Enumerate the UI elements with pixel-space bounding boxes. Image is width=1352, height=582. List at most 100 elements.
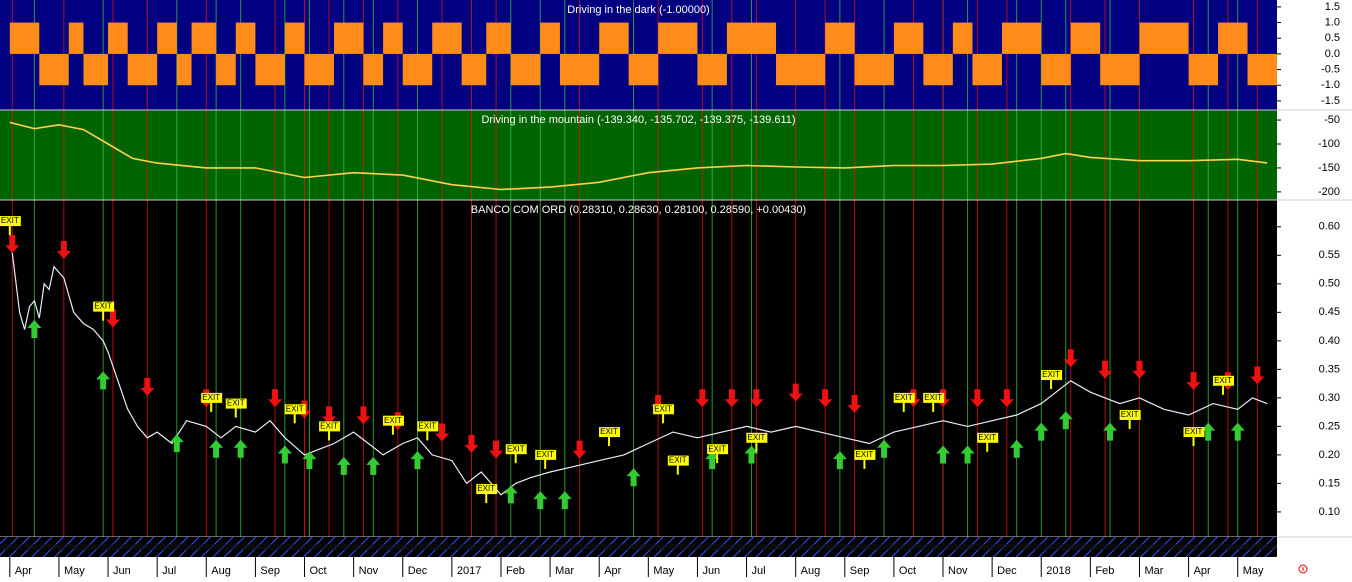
exit-box (1183, 427, 1205, 438)
x-tick-label: Jun (702, 565, 720, 577)
step-bar (1247, 53, 1277, 86)
exit-label: EXIT (507, 444, 525, 453)
y-tick-label: 0.50 (1319, 278, 1340, 290)
sell-arrow (970, 389, 985, 408)
buy-arrow (96, 371, 111, 390)
step-bar (83, 53, 109, 86)
exit-label: EXIT (286, 404, 304, 413)
step-bar (304, 53, 334, 86)
step-bar (108, 22, 128, 54)
step-bar (559, 53, 600, 86)
sell-arrow (724, 389, 739, 408)
y-tick-label: 0.60 (1319, 221, 1340, 233)
sell-arrow (5, 235, 20, 254)
sell-arrow (847, 394, 862, 413)
step-bar (402, 53, 433, 86)
step-bar (235, 22, 256, 54)
buy-arrow (1034, 422, 1049, 441)
buy-arrow (209, 439, 224, 458)
exit-box (667, 455, 689, 466)
exit-label: EXIT (202, 393, 220, 402)
step-bar (383, 22, 403, 54)
step-bar (1001, 22, 1042, 54)
step-bar (952, 22, 973, 54)
step-bar (510, 53, 541, 86)
x-tick-label: Sep (850, 565, 870, 577)
exit-label: EXIT (856, 450, 874, 459)
axis-background (1277, 0, 1352, 537)
y-tick-label: 0.45 (1319, 306, 1340, 318)
x-tick-label: 2017 (457, 565, 481, 577)
exit-box (382, 415, 404, 426)
exit-box (893, 392, 915, 403)
sell-arrow (695, 389, 710, 408)
x-tick-label: Mar (555, 565, 574, 577)
pane-layer: Driving in the mountain (-139.340, -135.… (9, 114, 1340, 198)
step-bar (39, 53, 69, 86)
step-bar (461, 53, 487, 86)
exit-box (225, 398, 247, 409)
sell-arrow (56, 241, 71, 260)
step-bar (854, 53, 894, 86)
step-bar (333, 22, 364, 54)
y-tick-label: -150 (1318, 162, 1340, 174)
step-bar (697, 53, 727, 86)
y-tick-label: 1.5 (1325, 1, 1340, 13)
sell-arrow (788, 383, 803, 402)
step-bar (893, 22, 924, 54)
step-bar (726, 22, 777, 54)
exit-box (707, 444, 729, 455)
step-bar (191, 22, 217, 54)
price-line (9, 232, 1268, 496)
y-tick-label: 0.10 (1319, 506, 1340, 518)
step-bar (972, 53, 1002, 86)
close-icon[interactable] (1298, 564, 1308, 574)
y-tick-label: -200 (1318, 186, 1340, 198)
sell-arrow (999, 389, 1014, 408)
exit-box (923, 392, 945, 403)
x-tick-label: May (64, 565, 85, 577)
step-bar (628, 53, 659, 86)
exit-label: EXIT (536, 450, 554, 459)
step-bar (176, 53, 192, 86)
sell-arrow (1132, 360, 1147, 379)
buy-arrow (960, 445, 975, 464)
y-tick-label: -50 (1324, 114, 1340, 126)
exit-label: EXIT (708, 444, 726, 453)
exit-box (599, 427, 621, 438)
buy-arrow (557, 491, 572, 510)
x-tick-label: Dec (408, 565, 428, 577)
buy-arrow (410, 451, 425, 470)
exit-label: EXIT (1121, 410, 1139, 419)
indicator-line (9, 121, 1268, 191)
exit-box (0, 216, 21, 227)
y-tick-label: 0.40 (1319, 335, 1340, 347)
step-bar (127, 53, 158, 86)
exit-label: EXIT (94, 302, 112, 311)
x-tick-label: Sep (260, 565, 280, 577)
buy-arrow (169, 434, 184, 453)
x-tick-label: Jun (113, 565, 131, 577)
x-tick-label: 2018 (1046, 565, 1070, 577)
buy-arrow (1201, 422, 1216, 441)
exit-label: EXIT (654, 404, 672, 413)
sell-arrow (140, 377, 155, 396)
sell-arrow (1186, 372, 1201, 391)
step-bar (216, 53, 236, 86)
x-tick-label: Nov (948, 565, 968, 577)
exit-label: EXIT (747, 433, 765, 442)
buy-arrow (366, 456, 381, 475)
exit-box (1041, 370, 1063, 381)
sell-arrow (105, 309, 120, 328)
close-icon-x[interactable]: x (1301, 566, 1305, 573)
exit-label: EXIT (1, 216, 19, 225)
step-bar (1100, 53, 1140, 86)
step-bar (255, 53, 285, 86)
sell-arrow (435, 423, 450, 442)
buy-arrow (1058, 411, 1073, 430)
step-bar (432, 22, 462, 54)
pane-background (0, 200, 1277, 537)
x-tick-label: Dec (997, 565, 1017, 577)
step-bar (1188, 53, 1219, 86)
